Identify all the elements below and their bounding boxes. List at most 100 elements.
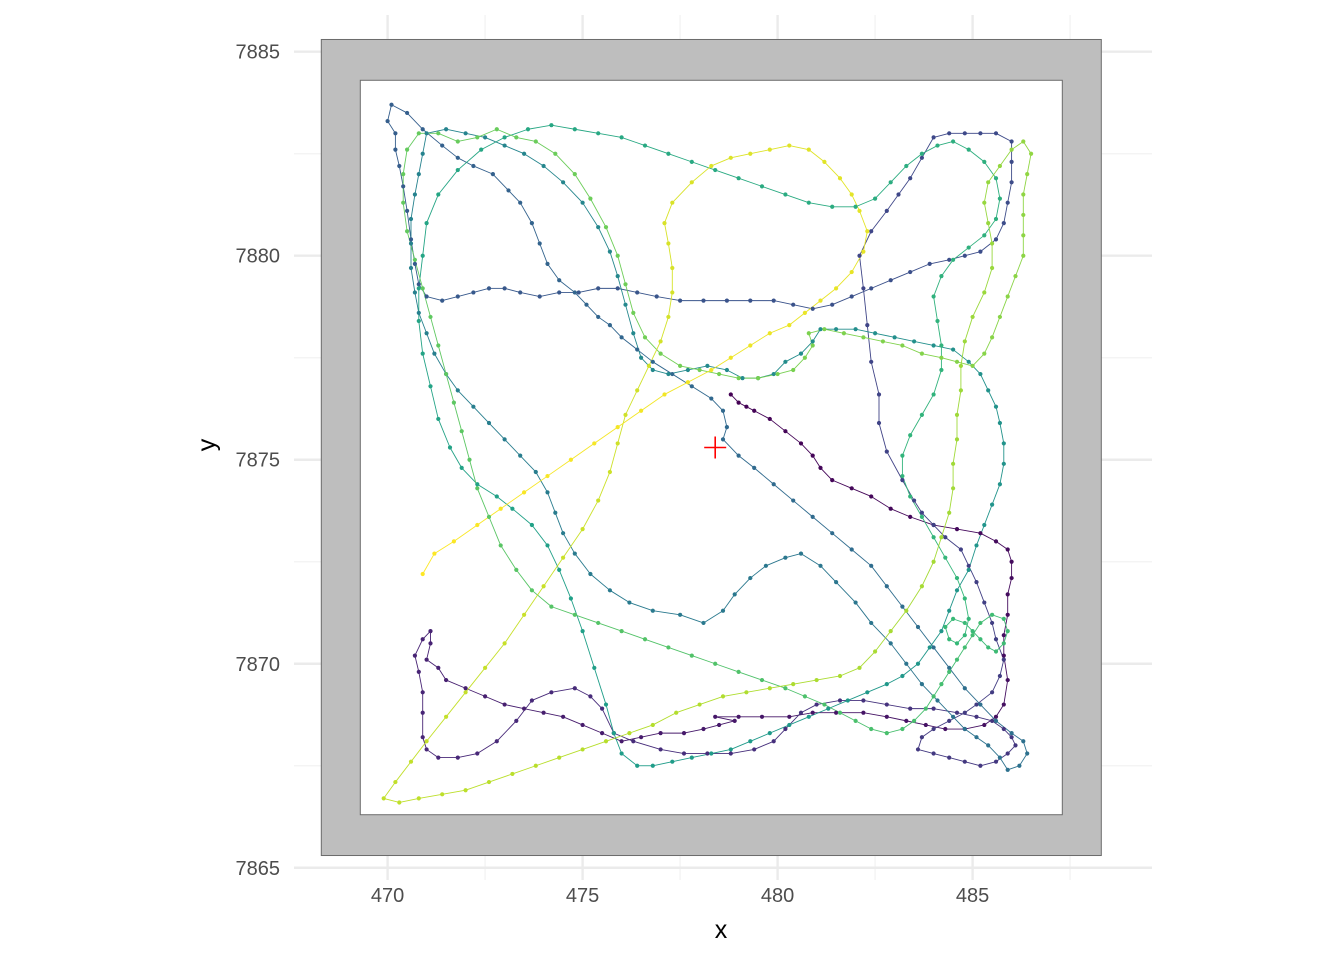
track-point bbox=[1009, 575, 1014, 581]
track-segment bbox=[1003, 630, 1009, 644]
track-segment bbox=[933, 708, 958, 714]
track-point bbox=[892, 335, 897, 340]
track-point bbox=[397, 163, 402, 169]
track-point bbox=[997, 314, 1003, 320]
track-segment bbox=[874, 630, 892, 652]
track-segment bbox=[625, 390, 638, 416]
track-point bbox=[424, 739, 429, 744]
track-segment bbox=[551, 606, 575, 616]
track-point bbox=[767, 147, 772, 152]
track-segment bbox=[551, 687, 575, 693]
track-segment bbox=[859, 210, 868, 232]
track-point bbox=[631, 310, 636, 315]
track-segment bbox=[910, 263, 930, 273]
track-segment bbox=[711, 357, 732, 371]
track-segment bbox=[679, 614, 704, 624]
track-point bbox=[873, 649, 878, 654]
track-segment bbox=[789, 145, 809, 151]
track-segment bbox=[921, 561, 935, 587]
track-segment bbox=[870, 361, 880, 395]
track-segment bbox=[465, 781, 490, 791]
track-segment bbox=[999, 149, 1012, 167]
track-point bbox=[557, 567, 562, 573]
track-point bbox=[650, 763, 655, 768]
track-point bbox=[1009, 180, 1014, 185]
track-segment bbox=[901, 435, 911, 456]
track-point bbox=[471, 163, 476, 169]
track-segment bbox=[418, 312, 428, 334]
track-segment bbox=[621, 136, 646, 146]
track-point bbox=[826, 706, 831, 711]
track-point bbox=[681, 751, 687, 756]
track-point bbox=[619, 335, 624, 340]
track-segment bbox=[445, 692, 466, 718]
track-point bbox=[978, 249, 983, 254]
track-point bbox=[483, 694, 488, 699]
track-segment bbox=[999, 296, 1009, 318]
track-point bbox=[580, 722, 585, 728]
track-segment bbox=[539, 243, 548, 265]
track-segment bbox=[559, 749, 583, 759]
track-point bbox=[592, 665, 597, 670]
track-segment bbox=[914, 340, 934, 346]
track-segment bbox=[948, 488, 954, 513]
track-point bbox=[1001, 726, 1006, 732]
track-segment bbox=[874, 181, 892, 199]
track-segment bbox=[574, 687, 591, 697]
track-segment bbox=[594, 426, 618, 444]
track-segment bbox=[921, 516, 934, 538]
track-segment bbox=[995, 540, 1008, 550]
track-point bbox=[455, 139, 460, 144]
track-point bbox=[654, 294, 659, 299]
track-point bbox=[572, 290, 577, 295]
track-point bbox=[685, 380, 691, 385]
track-segment bbox=[804, 695, 825, 705]
track-point bbox=[436, 416, 441, 422]
track-segment bbox=[944, 626, 950, 640]
track-point bbox=[939, 274, 944, 279]
track-point bbox=[728, 392, 733, 397]
track-segment bbox=[999, 757, 1009, 771]
x-tick-label: 480 bbox=[761, 885, 794, 907]
track-segment bbox=[738, 671, 763, 681]
track-point bbox=[549, 690, 554, 695]
track-point bbox=[471, 404, 476, 409]
track-segment bbox=[672, 757, 692, 763]
track-segment bbox=[995, 132, 1012, 142]
track-segment bbox=[1007, 577, 1013, 595]
track-segment bbox=[504, 614, 525, 644]
track-segment bbox=[917, 748, 934, 754]
track-point bbox=[709, 163, 714, 169]
track-point bbox=[865, 229, 870, 234]
track-point bbox=[771, 298, 776, 303]
track-point bbox=[954, 527, 960, 532]
track-segment bbox=[968, 234, 985, 248]
track-point bbox=[463, 131, 468, 136]
track-point bbox=[588, 196, 593, 201]
track-point bbox=[970, 363, 975, 368]
track-segment bbox=[941, 671, 950, 685]
track-point bbox=[1025, 751, 1030, 756]
track-point bbox=[607, 249, 613, 254]
track-point bbox=[748, 343, 753, 348]
track-point bbox=[428, 629, 433, 634]
track-segment bbox=[426, 194, 439, 224]
track-point bbox=[600, 731, 605, 736]
track-segment bbox=[414, 292, 420, 313]
track-segment bbox=[816, 700, 841, 705]
track-segment bbox=[437, 169, 459, 195]
track-point bbox=[639, 408, 644, 413]
track-segment bbox=[956, 647, 966, 660]
track-point bbox=[748, 298, 753, 303]
track-point bbox=[416, 669, 421, 675]
track-point bbox=[463, 686, 468, 691]
track-point bbox=[884, 208, 889, 213]
track-segment bbox=[476, 488, 490, 518]
track-point bbox=[662, 392, 667, 397]
track-segment bbox=[496, 496, 513, 510]
track-segment bbox=[632, 312, 646, 338]
track-point bbox=[978, 702, 983, 707]
track-point bbox=[1001, 653, 1006, 658]
track-segment bbox=[461, 467, 478, 485]
track-point bbox=[405, 147, 410, 152]
